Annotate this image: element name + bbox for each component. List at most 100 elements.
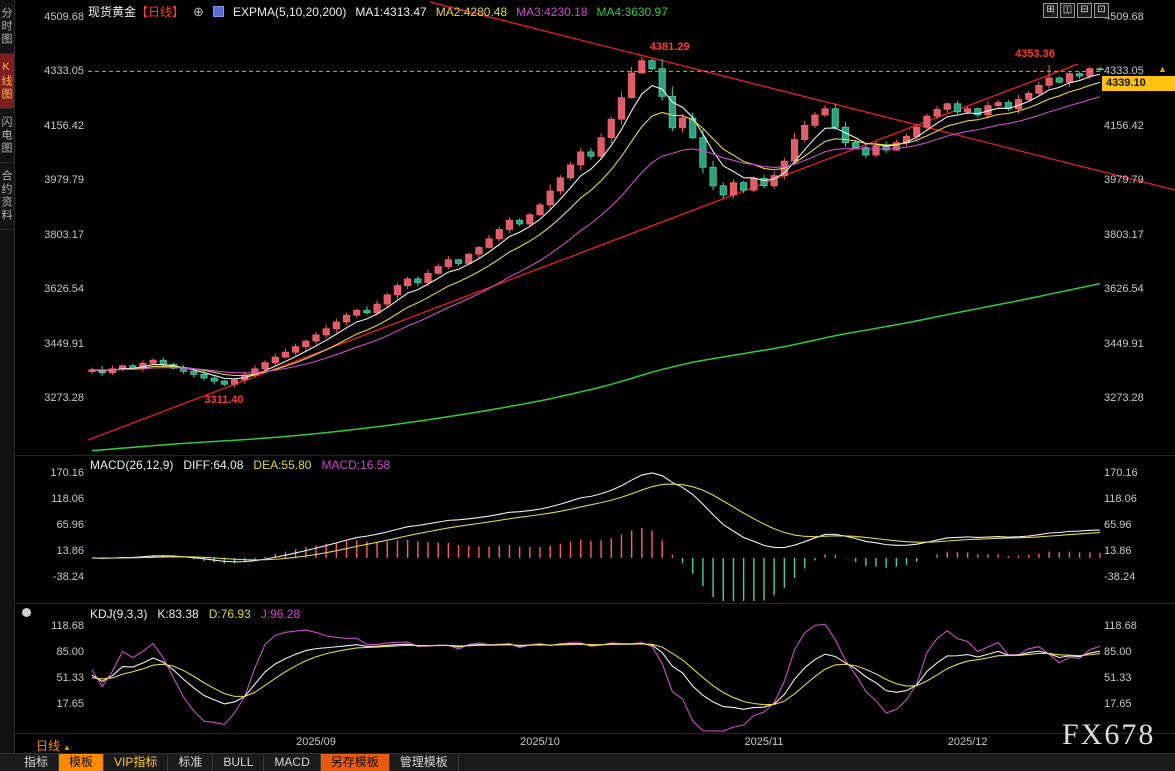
chart-header: 现货黄金【日线】 ⊕ EXPMA(5,10,20,200) MA1:4313.4… bbox=[88, 3, 668, 20]
y-axis-label: 170.16 bbox=[1104, 467, 1138, 479]
ema10-line bbox=[91, 81, 1101, 377]
y-axis-label: 3803.17 bbox=[1104, 228, 1144, 241]
ema5-line bbox=[91, 73, 1101, 380]
sidebar-item-分时图[interactable]: 分时图 bbox=[0, 0, 14, 54]
macd-dea-value: DEA:55.80 bbox=[253, 458, 312, 472]
y-axis-label: 4509.68 bbox=[44, 11, 84, 23]
bottom-toolbar: 指标 模板 VIP指标 标准 BULL MACD 另存模板 管理模板 bbox=[0, 753, 1175, 771]
y-axis-label: 85.00 bbox=[1104, 646, 1132, 658]
y-axis-label: 4509.68 bbox=[1104, 11, 1144, 23]
y-axis-label: 65.96 bbox=[1104, 518, 1132, 531]
layout-quad-icon[interactable]: ⊞ bbox=[1043, 3, 1058, 18]
kdj-title[interactable]: KDJ(9,3,3) bbox=[90, 607, 148, 621]
y-axis-label: 118.06 bbox=[51, 492, 84, 505]
period-text: 日线 bbox=[36, 739, 61, 753]
descending-resistance-line bbox=[429, 1, 1175, 191]
y-axis-label: 3626.54 bbox=[44, 283, 84, 296]
ema20-line bbox=[91, 96, 1101, 374]
y-axis-label: 3626.54 bbox=[1104, 283, 1144, 296]
y-axis-label: 118.68 bbox=[51, 620, 84, 632]
toolbar-button-模板[interactable]: 模板 bbox=[59, 754, 105, 771]
dropdown-arrow-icon: ▲ bbox=[63, 743, 71, 752]
y-axis-label: -38.24 bbox=[52, 570, 84, 583]
period-tag: 【日线】 bbox=[136, 5, 185, 19]
layout-vertical-split-icon[interactable]: ◫ bbox=[1060, 3, 1075, 18]
low-price-label: 3311.40 bbox=[204, 394, 244, 407]
kdj-j-value: J:96.28 bbox=[260, 607, 301, 621]
toolbar-button-VIP指标[interactable]: VIP指标 bbox=[104, 754, 169, 771]
macd-bar-value: MACD:16.58 bbox=[321, 458, 391, 472]
panel-divider bbox=[14, 603, 1175, 604]
kdj-d-line bbox=[91, 643, 1101, 706]
ema200-line bbox=[91, 282, 1101, 452]
instrument-name: 现货黄金 bbox=[88, 5, 137, 19]
macd-title[interactable]: MACD(26,12,9) bbox=[90, 458, 174, 472]
ma2-value: MA2:4280.48 bbox=[435, 4, 508, 19]
panel-divider bbox=[14, 455, 1175, 456]
indicator-dot-icon[interactable] bbox=[22, 608, 31, 617]
kdj-header: KDJ(9,3,3) K:83.38 D:76.93 J:96.28 bbox=[90, 607, 300, 621]
y-axis-label: 4333.05 bbox=[44, 65, 84, 78]
macd-dea-line bbox=[91, 483, 1101, 561]
toolbar-button-指标[interactable]: 指标 bbox=[14, 754, 60, 771]
y-axis-label: 85.00 bbox=[56, 646, 84, 658]
macd-header: MACD(26,12,9) DIFF:64.08 DEA:55.80 MACD:… bbox=[90, 458, 390, 472]
y-axis-label: 3979.79 bbox=[1104, 174, 1144, 187]
y-axis-label: 3979.79 bbox=[44, 174, 84, 187]
current-price-box: 4339.10 bbox=[1102, 76, 1175, 92]
y-axis-label: -38.24 bbox=[1104, 570, 1136, 583]
y-axis-label: 13.86 bbox=[56, 544, 84, 557]
y-axis-label: 118.68 bbox=[1104, 620, 1137, 632]
y-axis-label: 3803.17 bbox=[44, 228, 84, 241]
y-axis-label: 13.86 bbox=[1104, 544, 1132, 557]
layout-single-icon[interactable]: ⊡ bbox=[1094, 3, 1109, 18]
y-axis-label: 170.16 bbox=[50, 467, 84, 479]
sidebar-item-K线图[interactable]: K线图 bbox=[0, 54, 14, 109]
y-axis-label: 4156.42 bbox=[44, 119, 84, 132]
period-selector[interactable]: 日线 ▲ bbox=[36, 737, 71, 754]
kdj-k-value: K:83.38 bbox=[157, 607, 199, 621]
x-axis-label: 2025/11 bbox=[744, 736, 784, 748]
expma-label: EXPMA(5,10,20,200) bbox=[232, 4, 347, 19]
macd-diff-line bbox=[91, 472, 1101, 563]
toolbar-button-标准[interactable]: 标准 bbox=[168, 754, 214, 771]
y-axis-label: 17.65 bbox=[1104, 698, 1132, 710]
y-axis-label: 4156.42 bbox=[1104, 119, 1144, 132]
sidebar: 分时图 K线图 闪电图 合约资料 bbox=[0, 0, 15, 753]
y-axis-label: 17.65 bbox=[56, 698, 84, 710]
y-axis-label: 51.33 bbox=[56, 671, 84, 684]
y-axis-label: 65.96 bbox=[56, 518, 84, 531]
ma1-value: MA1:4313.47 bbox=[355, 4, 427, 19]
price-level-marker-icon: ▲ bbox=[1158, 64, 1167, 75]
y-axis-label: 3273.28 bbox=[1104, 392, 1144, 404]
y-axis-label: 4333.05 bbox=[1104, 65, 1144, 78]
watermark: FX678 bbox=[1062, 718, 1156, 751]
peak-price-label: 4381.29 bbox=[649, 40, 690, 53]
macd-diff-value: DIFF:64.08 bbox=[183, 458, 244, 472]
ma3-value: MA3:4230.18 bbox=[516, 4, 588, 19]
sidebar-item-合约资料[interactable]: 合约资料 bbox=[0, 163, 14, 230]
indicator-flag-icon bbox=[212, 6, 224, 17]
y-axis-label: 3273.28 bbox=[44, 392, 84, 404]
x-axis-label: 2025/09 bbox=[296, 736, 336, 748]
panel-divider bbox=[14, 733, 1175, 734]
sidebar-item-闪电图[interactable]: 闪电图 bbox=[0, 109, 14, 163]
layout-horizontal-split-icon[interactable]: ⊟ bbox=[1077, 3, 1092, 18]
y-axis-label: 118.06 bbox=[1104, 492, 1137, 505]
ma4-value: MA4:3630.97 bbox=[596, 4, 668, 19]
instrument-title: 现货黄金【日线】 bbox=[88, 3, 184, 20]
kdj-d-value: D:76.93 bbox=[208, 607, 251, 621]
toolbar-button-另存模板[interactable]: 另存模板 bbox=[320, 754, 390, 771]
add-indicator-icon[interactable]: ⊕ bbox=[193, 3, 204, 19]
kdj-j-line bbox=[91, 623, 1101, 732]
ascending-support-line bbox=[87, 63, 1079, 441]
toolbar-button-MACD[interactable]: MACD bbox=[264, 754, 321, 771]
y-axis-label: 51.33 bbox=[1104, 671, 1132, 684]
toolbar-button-BULL[interactable]: BULL bbox=[213, 754, 265, 771]
recent-high-label: 4353.36 bbox=[1015, 48, 1055, 61]
toolbar-button-管理模板[interactable]: 管理模板 bbox=[390, 754, 459, 771]
x-axis-label: 2025/10 bbox=[520, 736, 560, 748]
window-layout-controls: ⊞ ◫ ⊟ ⊡ bbox=[1043, 3, 1109, 18]
